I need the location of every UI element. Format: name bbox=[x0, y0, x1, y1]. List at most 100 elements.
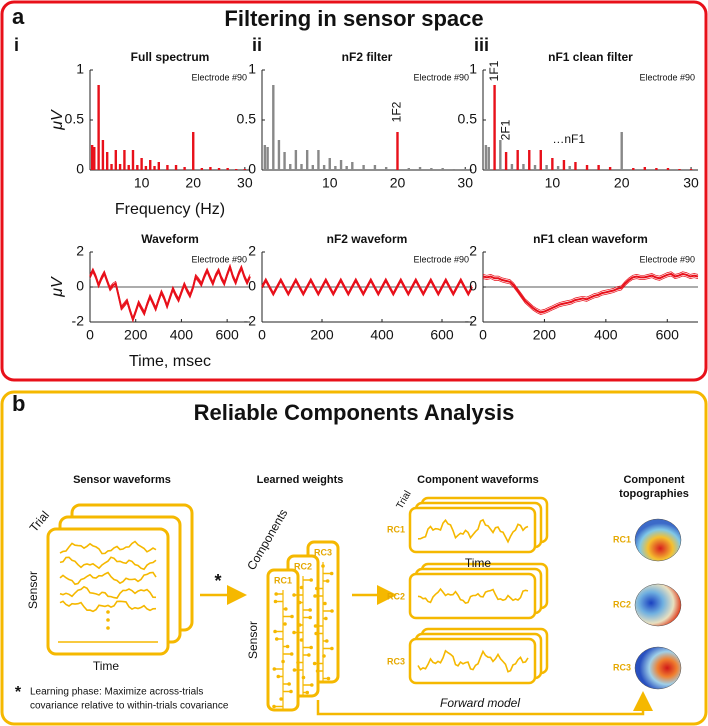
axis-label: Time bbox=[465, 556, 492, 570]
line bbox=[482, 272, 699, 314]
footnote: Learning phase: Maximize across-trials bbox=[30, 687, 203, 698]
weight-dot bbox=[296, 660, 300, 665]
weight-dot bbox=[309, 578, 313, 582]
annotation: Electrode #90 bbox=[413, 72, 469, 82]
y-tick-label: 0.5 bbox=[237, 111, 257, 127]
bar bbox=[127, 165, 130, 170]
waveform-sketch bbox=[59, 540, 157, 555]
annotation: Electrode #90 bbox=[191, 72, 247, 82]
bar bbox=[283, 152, 286, 170]
y-tick-label: 0 bbox=[248, 161, 256, 177]
footnote-star: * bbox=[15, 684, 22, 701]
bar bbox=[136, 165, 139, 170]
weight-dot bbox=[313, 594, 317, 598]
weight-dot bbox=[273, 599, 278, 604]
bar bbox=[209, 167, 212, 170]
bar bbox=[655, 168, 658, 170]
weight-dot bbox=[283, 622, 287, 626]
bar bbox=[263, 145, 267, 170]
panel-title: Reliable Components Analysis bbox=[194, 400, 515, 425]
weight-dot bbox=[285, 644, 290, 649]
bar bbox=[516, 150, 519, 170]
bar bbox=[396, 132, 399, 170]
weight-dot bbox=[292, 593, 296, 597]
bar bbox=[345, 166, 348, 170]
footnote: covariance relative to within-trials cov… bbox=[30, 701, 229, 712]
weight-dot bbox=[276, 674, 281, 679]
bar bbox=[328, 158, 331, 170]
x-tick-label: 10 bbox=[134, 175, 150, 191]
y-tick-label: 1 bbox=[469, 61, 477, 77]
panel-number: ii bbox=[252, 35, 262, 55]
bar bbox=[272, 85, 275, 170]
rc-label: RC2 bbox=[387, 591, 405, 601]
y-axis-label: μV bbox=[49, 276, 66, 298]
x-tick-label: 20 bbox=[390, 175, 406, 191]
waveform-sketch bbox=[59, 585, 157, 599]
y-tick-label: -2 bbox=[465, 313, 478, 329]
x-tick-label: 600 bbox=[430, 327, 454, 343]
rc-label: RC2 bbox=[613, 599, 631, 609]
bar bbox=[533, 165, 537, 170]
y-tick-label: 2 bbox=[248, 243, 256, 259]
annotation: Electrode #90 bbox=[191, 254, 247, 264]
weight-dot bbox=[279, 697, 283, 701]
weight-dot bbox=[308, 608, 312, 612]
bar bbox=[666, 168, 670, 170]
bar bbox=[131, 150, 135, 170]
block-title: Component bbox=[623, 474, 684, 486]
weight-dot bbox=[312, 661, 317, 666]
bar bbox=[90, 145, 94, 170]
bar bbox=[597, 165, 600, 170]
x-tick-label: 10 bbox=[545, 175, 561, 191]
component-box bbox=[408, 506, 537, 554]
rc-label: RC2 bbox=[294, 561, 312, 571]
bar bbox=[608, 167, 612, 170]
bar bbox=[294, 150, 298, 170]
bar bbox=[556, 166, 560, 170]
axis-label: Time bbox=[93, 659, 120, 673]
panel-a-frame bbox=[0, 0, 708, 382]
bar bbox=[226, 168, 229, 170]
x-tick-label: 0 bbox=[258, 327, 266, 343]
weight-dot bbox=[297, 600, 302, 605]
bar bbox=[317, 150, 320, 170]
line bbox=[261, 277, 473, 297]
x-tick-label: 20 bbox=[185, 175, 201, 191]
block-title: Component waveforms bbox=[417, 474, 539, 486]
weight-dot bbox=[274, 637, 279, 641]
panel-label: b bbox=[12, 391, 25, 416]
weight-dot bbox=[309, 683, 314, 687]
bar bbox=[487, 147, 490, 170]
y-tick-label: -2 bbox=[72, 313, 85, 329]
bar bbox=[678, 169, 681, 170]
bar bbox=[149, 160, 152, 170]
weight-dot bbox=[329, 571, 334, 576]
bar bbox=[289, 164, 292, 170]
weight-dot bbox=[308, 615, 312, 620]
bar bbox=[243, 169, 247, 170]
bar bbox=[166, 165, 169, 170]
bar bbox=[235, 169, 238, 170]
y-tick-label: -2 bbox=[244, 313, 257, 329]
bar bbox=[192, 132, 195, 170]
weight-dot bbox=[290, 614, 294, 619]
chart-title: nF1 clean filter bbox=[548, 50, 633, 64]
bar bbox=[144, 166, 148, 170]
weight-dot bbox=[292, 630, 296, 635]
weight-dot bbox=[314, 631, 318, 636]
x-tick-label: 200 bbox=[124, 327, 148, 343]
bar bbox=[373, 165, 377, 170]
bar bbox=[110, 164, 113, 170]
bar bbox=[97, 85, 100, 170]
x-tick-label: 600 bbox=[656, 327, 680, 343]
bar bbox=[300, 164, 303, 170]
bar bbox=[266, 147, 269, 170]
weight-dot bbox=[273, 629, 277, 634]
line bbox=[89, 263, 251, 323]
chart-title: nF1 clean waveform bbox=[533, 232, 648, 246]
peak-label: 2F1 bbox=[498, 119, 512, 140]
waveform-sketch bbox=[59, 571, 157, 586]
y-tick-label: 0 bbox=[469, 161, 477, 177]
